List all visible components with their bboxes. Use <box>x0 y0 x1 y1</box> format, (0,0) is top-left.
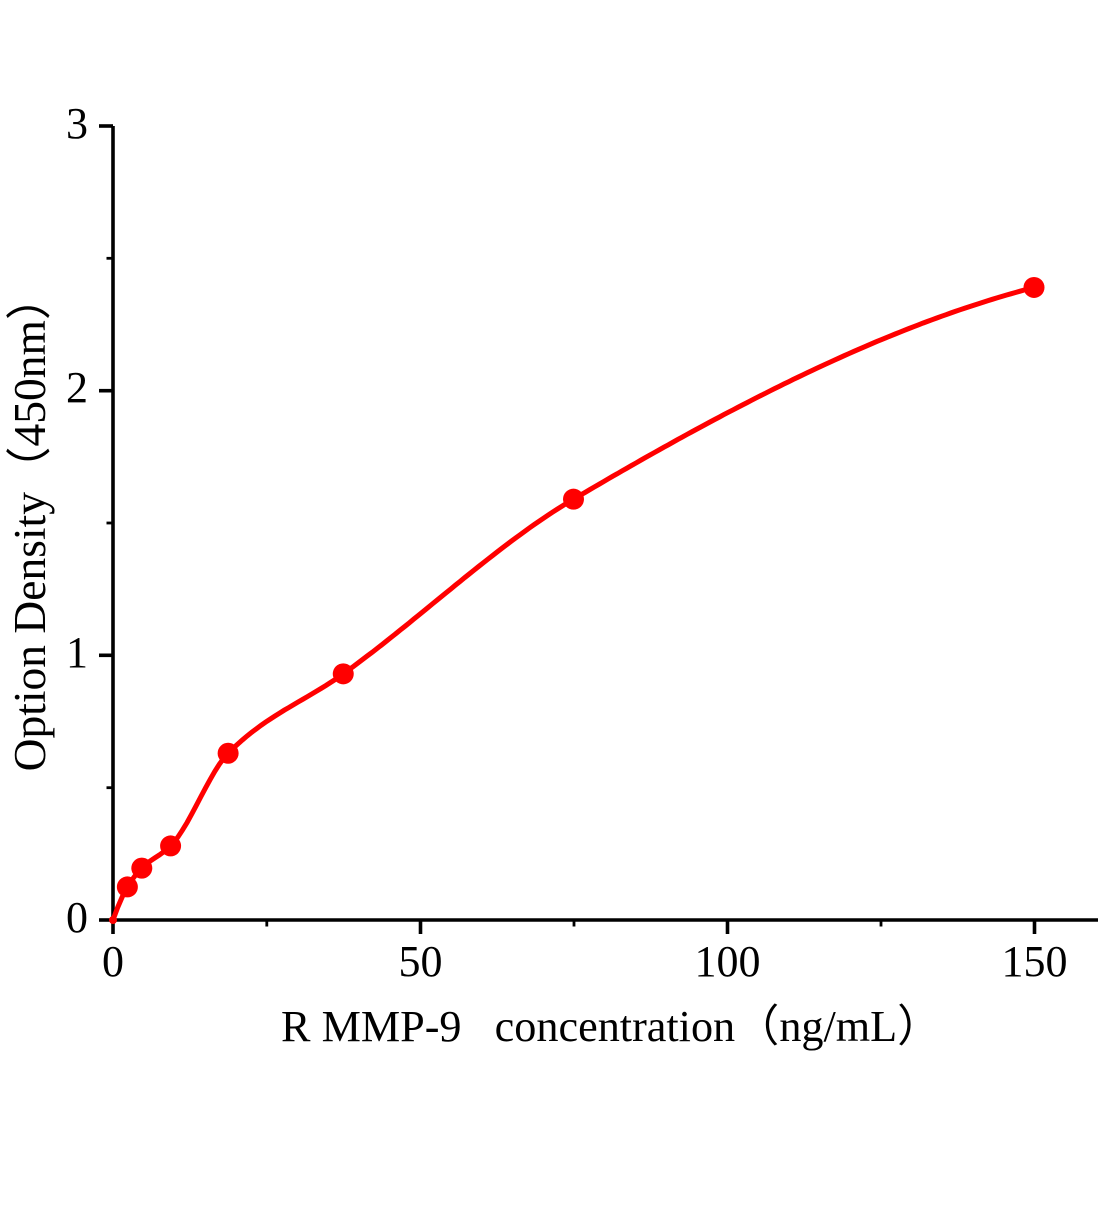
svg-text:150: 150 <box>1002 937 1068 986</box>
svg-text:1: 1 <box>66 628 88 677</box>
svg-text:50: 50 <box>399 937 443 986</box>
svg-text:3: 3 <box>66 99 88 148</box>
svg-text:100: 100 <box>695 937 761 986</box>
svg-text:0: 0 <box>66 893 88 942</box>
svg-text:2: 2 <box>66 363 88 412</box>
svg-text:Option Density（450nm）: Option Density（450nm） <box>4 275 55 772</box>
svg-text:R MMP-9 concentration（ng/mL）: R MMP-9 concentration（ng/mL） <box>281 1002 941 1051</box>
svg-text:0: 0 <box>102 937 124 986</box>
